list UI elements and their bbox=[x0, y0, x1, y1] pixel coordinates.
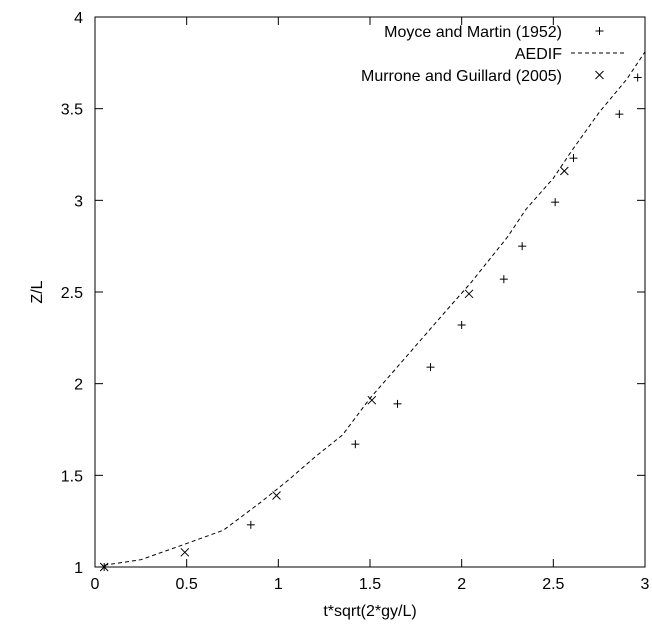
data-point bbox=[99, 562, 109, 572]
y-tick-label: 1 bbox=[74, 560, 83, 577]
plot-frame bbox=[94, 16, 646, 568]
y-tick-label: 3.5 bbox=[61, 102, 83, 119]
data-point bbox=[426, 363, 435, 372]
data-point bbox=[246, 520, 255, 529]
x-tick-label: 2 bbox=[457, 576, 466, 593]
legend-label: AEDIF bbox=[515, 46, 562, 63]
data-point bbox=[393, 399, 402, 408]
data-point bbox=[180, 547, 190, 557]
data-point bbox=[615, 110, 624, 119]
x-marker-b bbox=[272, 491, 281, 500]
y-tick-label: 3 bbox=[74, 193, 83, 210]
plot-area bbox=[99, 51, 646, 572]
data-point bbox=[457, 321, 466, 329]
legend-swatch bbox=[595, 27, 604, 35]
data-point bbox=[569, 154, 578, 163]
y-tick-label: 2.5 bbox=[61, 285, 83, 302]
x-axis-label: t*sqrt(2*gy/L) bbox=[323, 603, 416, 620]
legend-label: Murrone and Guillard (2005) bbox=[361, 68, 562, 85]
x-marker-b bbox=[180, 547, 190, 557]
x-marker-b bbox=[464, 289, 474, 299]
legend-swatch bbox=[595, 70, 604, 80]
x-tick-label: 1.5 bbox=[359, 576, 381, 593]
data-point bbox=[272, 491, 281, 500]
data-point bbox=[499, 275, 508, 284]
y-tick-label: 2 bbox=[74, 377, 83, 394]
data-point bbox=[518, 242, 527, 251]
data-point bbox=[367, 395, 377, 405]
legend: Moyce and Martin (1952) AEDIF Murrone and … bbox=[361, 24, 624, 85]
data-point bbox=[464, 289, 474, 299]
y-axis-label: Z/L bbox=[29, 280, 46, 303]
data-point bbox=[351, 440, 360, 449]
series-2 bbox=[99, 166, 569, 572]
x-marker-b bbox=[99, 562, 109, 572]
series-0 bbox=[100, 73, 642, 571]
plot-border bbox=[94, 16, 646, 568]
legend-label: Moyce and Martin (1952) bbox=[384, 24, 562, 41]
y-tick-label: 4 bbox=[74, 10, 83, 27]
x-tick-label: 1 bbox=[274, 576, 283, 593]
x-tick-label: 2.5 bbox=[542, 576, 564, 593]
y-axis: 1 1.5 2 2.5 3 3.5 4 bbox=[61, 10, 645, 577]
x-tick-label: 3 bbox=[641, 576, 650, 593]
data-point bbox=[633, 73, 642, 82]
x-axis: 0 0.5 1 1.5 2 2.5 3 bbox=[91, 17, 650, 593]
x-marker-b bbox=[595, 70, 604, 80]
x-tick-label: 0 bbox=[91, 576, 100, 593]
aedif-line bbox=[104, 51, 646, 566]
series-1 bbox=[104, 51, 646, 566]
x-marker-b bbox=[559, 166, 569, 176]
y-tick-label: 1.5 bbox=[61, 468, 83, 485]
data-point bbox=[551, 198, 560, 207]
data-point bbox=[559, 166, 569, 176]
x-tick-label: 0.5 bbox=[176, 576, 198, 593]
x-marker-b bbox=[367, 395, 377, 405]
